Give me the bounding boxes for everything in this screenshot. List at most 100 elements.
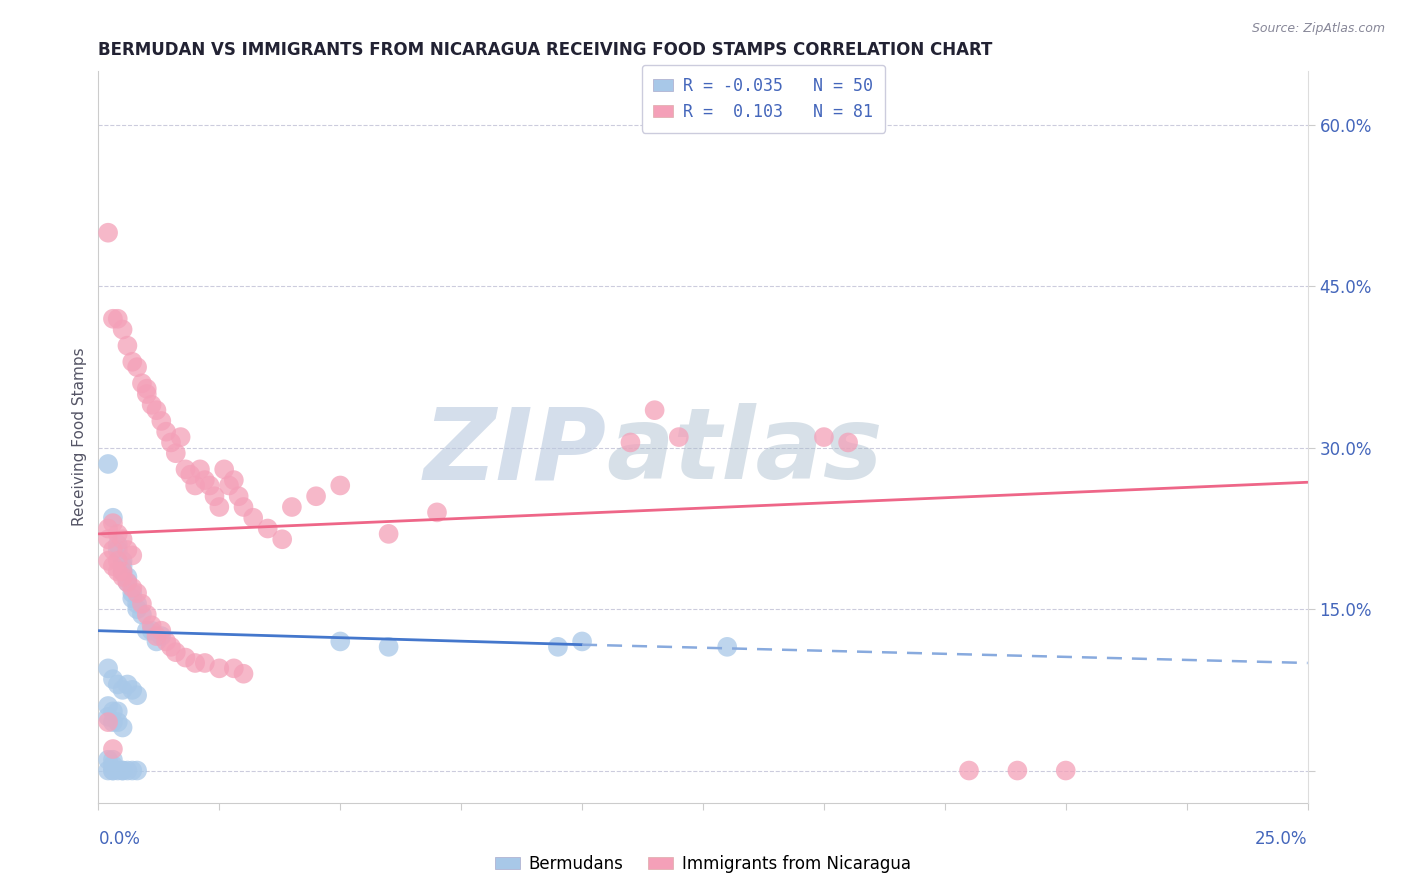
Point [101, 758, 124, 772]
Point [117, 570, 139, 584]
Point [107, 677, 129, 691]
Point [141, 398, 163, 412]
Point [256, 521, 278, 535]
Point [101, 559, 124, 574]
Point [97, 753, 120, 767]
Point [131, 607, 153, 622]
Point [281, 500, 304, 514]
Text: 0.0%: 0.0% [98, 830, 141, 847]
Legend: R = -0.035   N = 50, R =  0.103   N = 81: R = -0.035 N = 50, R = 0.103 N = 81 [641, 65, 886, 133]
Point [97, 533, 120, 547]
Point [377, 640, 399, 654]
Point [644, 403, 666, 417]
Point [135, 624, 157, 638]
Point [174, 462, 197, 476]
Point [97, 715, 120, 730]
Point [127, 586, 149, 600]
Point [107, 543, 129, 558]
Point [619, 435, 641, 450]
Point [121, 549, 143, 563]
Point [111, 533, 134, 547]
Point [117, 338, 139, 352]
Point [127, 602, 149, 616]
Point [111, 764, 134, 778]
Point [194, 656, 217, 670]
Point [165, 645, 187, 659]
Point [212, 462, 235, 476]
Point [107, 311, 129, 326]
Point [426, 505, 449, 519]
Point [141, 618, 163, 632]
Point [97, 698, 120, 713]
Point [188, 462, 211, 476]
Point [135, 382, 157, 396]
Point [107, 705, 129, 719]
Point [155, 634, 177, 648]
Point [101, 510, 124, 524]
Point [145, 634, 167, 648]
Y-axis label: Receiving Food Stamps: Receiving Food Stamps [72, 348, 87, 526]
Point [160, 640, 183, 654]
Text: BERMUDAN VS IMMIGRANTS FROM NICARAGUA RECEIVING FOOD STAMPS CORRELATION CHART: BERMUDAN VS IMMIGRANTS FROM NICARAGUA RE… [98, 41, 993, 59]
Point [111, 682, 134, 697]
Point [716, 640, 738, 654]
Point [174, 650, 197, 665]
Point [101, 715, 124, 730]
Point [117, 575, 139, 590]
Point [101, 516, 124, 530]
Point [127, 597, 149, 611]
Point [837, 435, 859, 450]
Point [228, 489, 250, 503]
Point [179, 467, 201, 482]
Point [135, 387, 157, 401]
Point [111, 721, 134, 735]
Point [208, 661, 231, 675]
Point [111, 554, 134, 568]
Point [208, 500, 231, 514]
Point [101, 705, 124, 719]
Point [111, 565, 134, 579]
Point [97, 554, 120, 568]
Point [150, 414, 173, 428]
Point [121, 355, 143, 369]
Point [813, 430, 835, 444]
Point [121, 586, 143, 600]
Point [184, 478, 207, 492]
Text: ZIP: ZIP [423, 403, 606, 500]
Point [145, 403, 167, 417]
Point [547, 640, 569, 654]
Point [184, 656, 207, 670]
Point [1054, 764, 1077, 778]
Point [111, 764, 134, 778]
Text: 25.0%: 25.0% [1256, 830, 1308, 847]
Text: Source: ZipAtlas.com: Source: ZipAtlas.com [1251, 22, 1385, 36]
Point [97, 521, 120, 535]
Point [127, 360, 149, 375]
Point [97, 226, 120, 240]
Point [117, 543, 139, 558]
Point [204, 489, 226, 503]
Point [127, 764, 149, 778]
Point [107, 565, 129, 579]
Point [150, 624, 173, 638]
Point [97, 764, 120, 778]
Point [169, 430, 191, 444]
Point [571, 634, 593, 648]
Point [107, 538, 129, 552]
Point [121, 764, 143, 778]
Point [165, 446, 187, 460]
Point [107, 554, 129, 568]
Point [131, 376, 153, 391]
Point [218, 478, 240, 492]
Point [194, 473, 217, 487]
Point [131, 597, 153, 611]
Point [271, 533, 294, 547]
Point [121, 581, 143, 595]
Point [232, 666, 254, 681]
Point [141, 624, 163, 638]
Point [155, 425, 177, 439]
Point [329, 478, 352, 492]
Point [957, 764, 980, 778]
Point [135, 607, 157, 622]
Point [121, 682, 143, 697]
